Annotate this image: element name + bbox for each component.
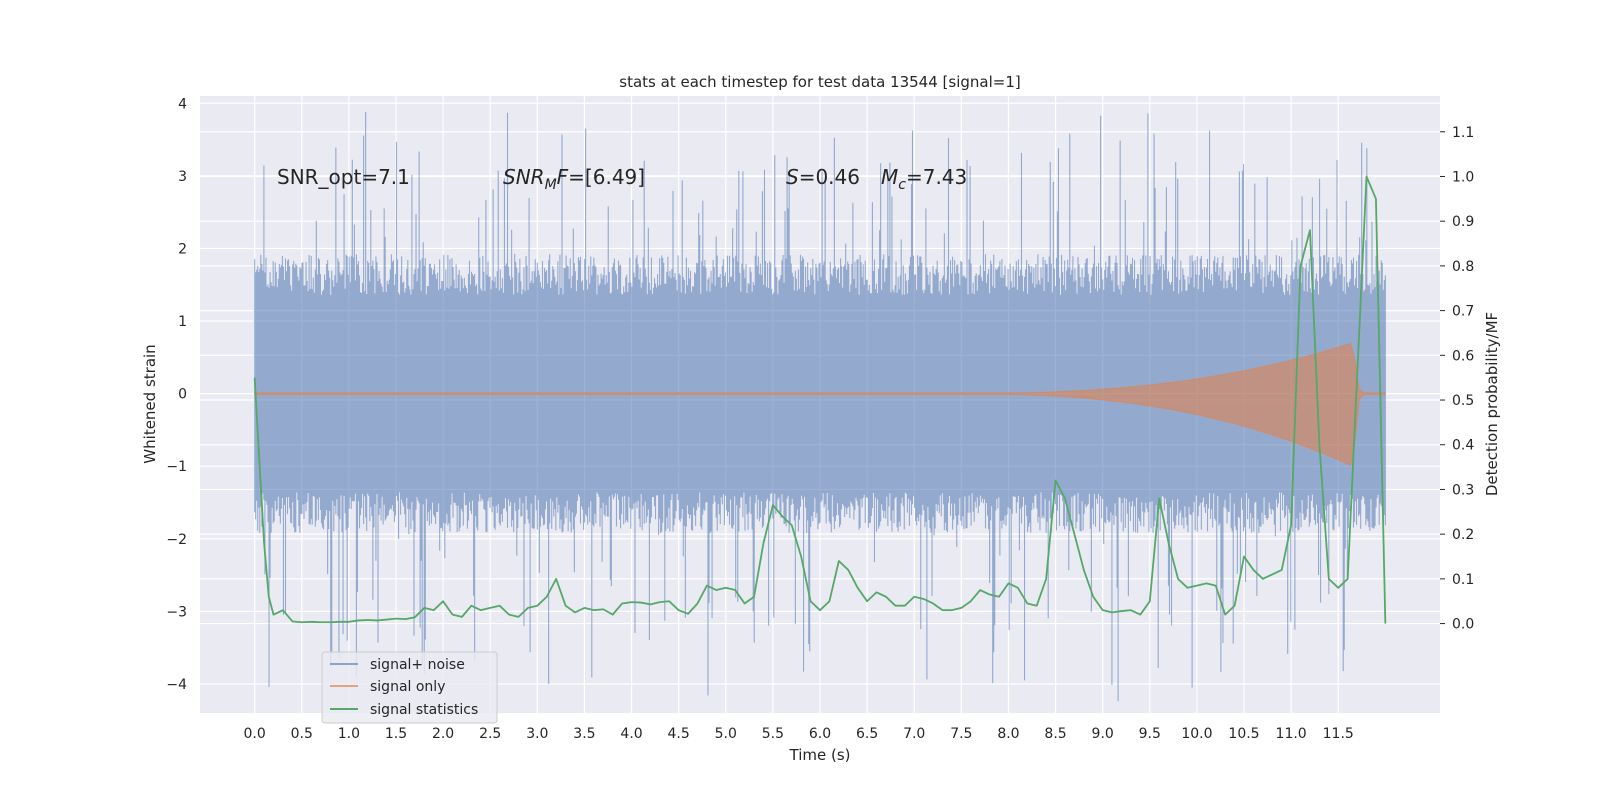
annotation-mc-sub: c <box>898 177 906 193</box>
y-tick-label: −1 <box>166 459 187 475</box>
y-right-tick-label: 0.4 <box>1452 438 1474 454</box>
y-right-tick-label: 0.6 <box>1452 348 1474 364</box>
y-tick-label: −2 <box>166 532 187 548</box>
y-right-tick-label: 0.1 <box>1452 572 1474 588</box>
legend-label-signal-only: signal only <box>370 679 445 695</box>
x-tick-label: 9.5 <box>1139 726 1161 742</box>
y-right-tick-label: 0.0 <box>1452 617 1474 633</box>
annotation-s: S=0.46 <box>786 165 860 189</box>
x-tick-label: 3.0 <box>526 726 548 742</box>
x-tick-label: 5.0 <box>715 726 737 742</box>
x-tick-label: 3.5 <box>573 726 595 742</box>
y-tick-label: −4 <box>166 677 187 693</box>
annotation-snr-mf-prefix: SNR <box>503 165 545 189</box>
x-tick-label: 10.5 <box>1228 726 1259 742</box>
y-right-tick-label: 1.1 <box>1452 125 1474 141</box>
annotation-s-prefix: S <box>786 165 799 189</box>
annotation-s-value: =0.46 <box>799 165 860 189</box>
annotation-snr-mf-mid: F <box>557 165 569 189</box>
series-signal-statistics <box>253 175 1387 624</box>
annotations: SNR_opt=7.1 SNRMF=[6.49] S=0.46 Mc=7.43 <box>277 165 967 193</box>
y-tick-label: 3 <box>178 169 187 185</box>
stats-line <box>253 175 1387 624</box>
y-right-tick-label: 0.8 <box>1452 259 1474 275</box>
chirp-envelope <box>254 342 1386 467</box>
y-tick-label: 2 <box>178 241 187 257</box>
y-axis-title: Whitened strain <box>141 344 159 463</box>
legend: signal+ noise signal only signal statist… <box>321 651 498 724</box>
x-tick-label: 0.5 <box>291 726 313 742</box>
x-tick-label: 7.5 <box>950 726 972 742</box>
y-axis-right-title: Detection probability/MF <box>1483 312 1501 496</box>
tick-labels: 0.0 0.5 1.0 1.5 2.0 2.5 3.0 3.5 4.0 4.5 5.0 5.5 6.0 6… <box>166 96 1474 742</box>
y-right-tick-label: 0.2 <box>1452 527 1474 543</box>
y-right-tick-label: 1.0 <box>1452 169 1474 185</box>
legend-box <box>321 651 498 724</box>
x-tick-label: 0.0 <box>244 726 266 742</box>
x-tick-label: 4.5 <box>668 726 690 742</box>
y-right-tick-label: 0.9 <box>1452 214 1474 230</box>
chart-title: stats at each timestep for test data 135… <box>619 73 1020 91</box>
x-tick-label: 2.5 <box>479 726 501 742</box>
x-tick-label: 9.0 <box>1092 726 1114 742</box>
y-tick-label: 1 <box>178 314 187 330</box>
y-tick-label: 0 <box>178 387 187 403</box>
x-tick-label: 8.5 <box>1044 726 1066 742</box>
y-tick-label: 4 <box>178 96 187 112</box>
annotation-snr-mf: SNRMF=[6.49] <box>503 165 645 193</box>
annotation-snr-mf-sub: M <box>545 177 557 193</box>
x-tick-label: 11.5 <box>1323 726 1354 742</box>
y-tick-label: −3 <box>166 604 187 620</box>
x-tick-label: 7.0 <box>903 726 925 742</box>
series-signal-only <box>254 342 1386 467</box>
y-right-tick-label: 0.7 <box>1452 304 1474 320</box>
x-tick-label: 1.0 <box>338 726 360 742</box>
x-tick-label: 6.5 <box>856 726 878 742</box>
annotation-snr-mf-value: =[6.49] <box>568 165 645 189</box>
legend-label-signal-statistics: signal statistics <box>370 702 478 718</box>
legend-label-signal-plus-noise: signal+ noise <box>370 657 465 673</box>
x-tick-label: 6.0 <box>809 726 831 742</box>
x-tick-label: 4.0 <box>620 726 642 742</box>
annotation-snr-opt: SNR_opt=7.1 <box>277 165 410 189</box>
x-tick-label: 11.0 <box>1276 726 1307 742</box>
annotation-mc: Mc=7.43 <box>881 165 967 193</box>
x-tick-label: 8.0 <box>997 726 1019 742</box>
x-tick-label: 1.5 <box>385 726 407 742</box>
annotation-mc-prefix: M <box>881 165 898 189</box>
annotation-mc-value: =7.43 <box>906 165 967 189</box>
x-tick-label: 5.5 <box>762 726 784 742</box>
x-axis-title: Time (s) <box>789 746 851 764</box>
y-right-tick-label: 0.3 <box>1452 482 1474 498</box>
y-right-tick-label: 0.5 <box>1452 393 1474 409</box>
x-tick-label: 2.0 <box>432 726 454 742</box>
x-tick-label: 10.0 <box>1181 726 1212 742</box>
